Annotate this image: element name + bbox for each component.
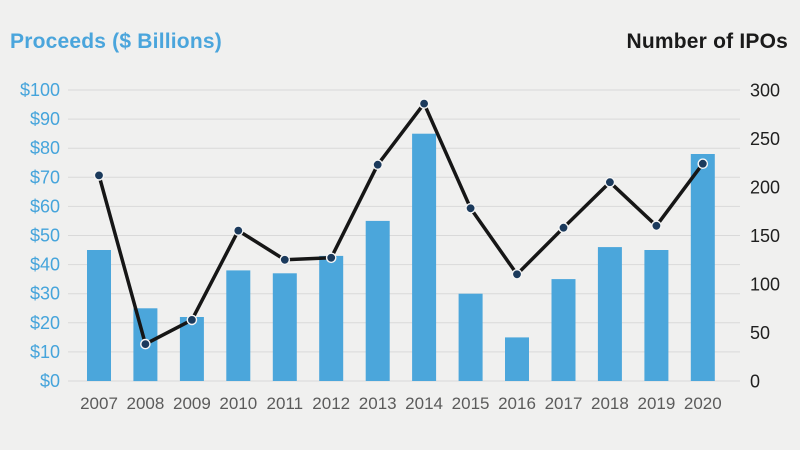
- ipo-point-2011: [279, 254, 291, 266]
- right-tick-label: 0: [750, 372, 760, 392]
- left-tick-label: $90: [30, 109, 60, 129]
- year-label-2015: 2015: [452, 394, 490, 413]
- left-tick-label: $50: [30, 226, 60, 246]
- year-label-2011: 2011: [267, 394, 304, 413]
- right-tick-label: 250: [750, 129, 780, 149]
- year-label-2016: 2016: [498, 394, 536, 413]
- ipo-point-2018: [604, 176, 616, 188]
- bar-2019: [644, 250, 669, 381]
- ipo-point-2019: [651, 220, 662, 232]
- ipo-point-2010: [232, 225, 244, 236]
- year-label-2014: 2014: [405, 394, 443, 413]
- year-label-2020: 2020: [684, 394, 722, 413]
- bar-2010: [226, 270, 251, 381]
- bar-2007: [87, 250, 111, 381]
- year-label-2019: 2019: [637, 394, 675, 413]
- bar-2016: [505, 337, 529, 381]
- ipo-line: [97, 101, 705, 346]
- right-axis-title: Number of IPOs: [626, 30, 788, 53]
- left-tick-label: $80: [30, 138, 60, 158]
- bar-2013: [365, 220, 390, 381]
- bar-2009: [179, 317, 204, 381]
- left-tick-label: $70: [30, 167, 60, 187]
- ipo-point-2017: [558, 222, 569, 233]
- bar-2017: [551, 279, 576, 381]
- ipo-point-2007: [93, 170, 105, 181]
- bar-2015: [458, 293, 483, 381]
- ipo-point-2012: [325, 252, 337, 264]
- ipo-point-2015: [465, 202, 476, 214]
- right-tick-label: 300: [750, 81, 780, 101]
- ipo-point-2008: [140, 338, 151, 350]
- ipo-point-2014: [418, 98, 430, 109]
- left-axis-title: Proceeds ($ Billions): [10, 30, 222, 53]
- year-label-2008: 2008: [126, 394, 164, 413]
- year-label-2007: 2007: [80, 394, 118, 413]
- left-tick-label: $10: [30, 342, 60, 362]
- left-tick-label: $20: [30, 313, 60, 333]
- left-tick-label: $30: [30, 284, 60, 304]
- year-label-2010: 2010: [219, 394, 257, 413]
- ipo-point-2020: [697, 158, 709, 169]
- left-tick-label: $100: [20, 80, 60, 100]
- bar-2012: [319, 255, 344, 381]
- year-label-2009: 2009: [173, 394, 211, 413]
- right-tick-label: 50: [750, 323, 770, 343]
- ipo-point-2009: [186, 314, 198, 326]
- year-label-2013: 2013: [359, 394, 397, 413]
- bar-2018: [597, 247, 622, 381]
- year-label-2012: 2012: [312, 394, 350, 413]
- right-tick-label: 200: [750, 178, 780, 198]
- ipo-point-2016: [511, 268, 523, 280]
- ipo-point-2013: [372, 159, 384, 170]
- year-label-2018: 2018: [591, 394, 629, 413]
- year-label-2017: 2017: [545, 394, 583, 413]
- right-tick-label: 100: [750, 275, 780, 295]
- left-tick-label: $60: [30, 196, 60, 216]
- right-tick-label: 150: [750, 226, 780, 246]
- bar-2020: [690, 154, 715, 381]
- bar-2011: [272, 273, 297, 381]
- left-tick-label: $0: [40, 371, 60, 391]
- bar-2014: [412, 133, 437, 381]
- left-tick-label: $40: [30, 255, 60, 275]
